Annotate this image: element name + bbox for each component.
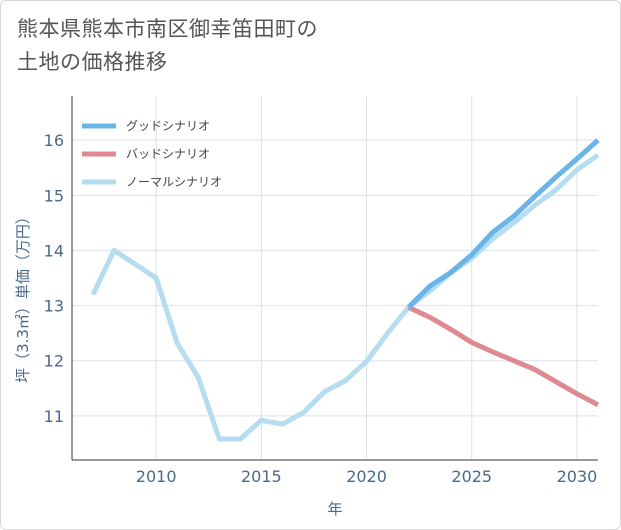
- legend-label-3: ノーマルシナリオ: [126, 175, 222, 189]
- y-tick-label: 11: [44, 407, 64, 426]
- y-tick-label: 14: [44, 241, 64, 260]
- x-axis-title: 年: [327, 500, 342, 518]
- axis-layer: [71, 96, 598, 461]
- grid-layer: [72, 96, 598, 460]
- y-tick-label: 16: [44, 131, 64, 150]
- x-tick-label: 2015: [241, 467, 282, 486]
- y-tick-label: 13: [44, 297, 64, 316]
- x-tick-label: 2020: [346, 467, 387, 486]
- title-line-2: 土地の価格推移: [17, 50, 168, 74]
- series-line-3: [90, 152, 600, 442]
- series-layer: [90, 138, 600, 442]
- x-tick-label: 2010: [136, 467, 177, 486]
- legend-label-2: バッドシナリオ: [126, 147, 210, 161]
- series-line-1: [406, 138, 600, 309]
- y-axis-title: 坪（3.3㎡）単価（万円）: [14, 209, 32, 383]
- y-tick-label: 15: [44, 186, 64, 205]
- tick-label-layer: 2010 2015 2020 2025 2030 11 12 13 14 15 16: [44, 131, 598, 486]
- x-tick-label: 2025: [451, 467, 492, 486]
- title-line-1: 熊本県熊本市南区御幸笛田町の: [17, 17, 318, 41]
- legend-label-1: グッドシナリオ: [126, 119, 210, 133]
- x-tick-label: 2030: [557, 467, 598, 486]
- y-tick-label: 12: [44, 352, 64, 371]
- series-line-2: [407, 304, 600, 408]
- plot-area: [72, 96, 598, 460]
- page-title: 熊本県熊本市南区御幸笛田町の 土地の価格推移: [17, 13, 318, 79]
